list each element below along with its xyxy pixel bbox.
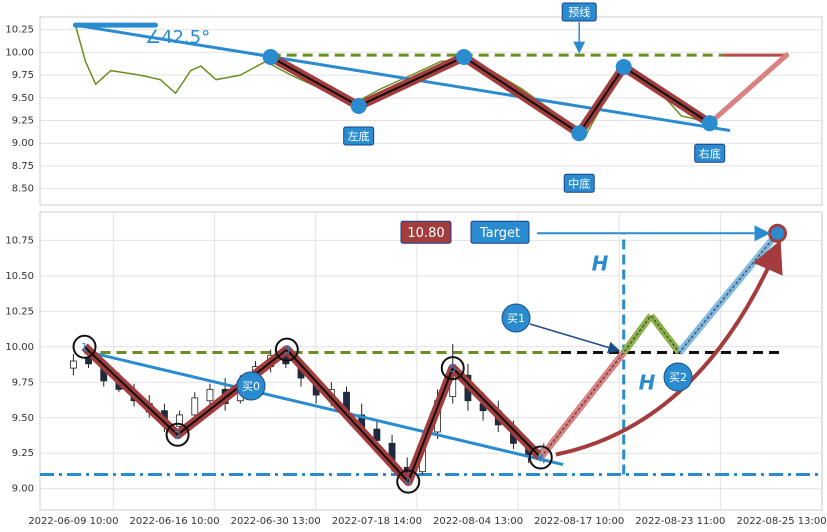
target-label: Target: [479, 226, 520, 241]
neckline-label: 预线: [568, 5, 590, 19]
buy-label: 买2: [669, 371, 687, 384]
pattern-line: [83, 346, 542, 484]
pivot-circle: [396, 469, 421, 494]
projection-core: [540, 232, 778, 458]
candle-body: [373, 428, 381, 441]
buy-label: 买0: [242, 380, 260, 393]
pivot-dot: [262, 48, 279, 65]
candle-body: [176, 414, 184, 427]
buy-label: 买1: [507, 312, 525, 325]
pivot-circle: [440, 356, 465, 381]
neckline-label-box: [561, 2, 597, 22]
angle-label: ∠42.5°: [145, 27, 210, 48]
y-tick-label: 9.25: [12, 116, 34, 127]
buy-badge: [663, 362, 693, 392]
pivot-label: 3: [283, 344, 290, 357]
x-tick-label: 2022-08-23 11:00: [635, 516, 725, 527]
pivot-label: 5: [449, 362, 456, 375]
y-tick-label: 10.00: [5, 342, 34, 353]
y-tick-label: 9.75: [12, 70, 34, 81]
projection: [707, 52, 790, 126]
pivot-dot: [350, 98, 367, 115]
y-tick-label: 9.00: [12, 484, 34, 495]
pivot-label: 6: [537, 451, 544, 464]
candle-body: [69, 360, 77, 369]
x-tick-label: 2022-07-18 14:00: [332, 516, 422, 527]
x-tick-label: 2022-06-09 10:00: [28, 516, 118, 527]
pivot-circle: [165, 422, 190, 447]
height-label: H: [592, 252, 609, 276]
bottom-label-box: [343, 126, 375, 146]
pivot-label: 2: [174, 429, 181, 442]
trendline: [75, 23, 731, 133]
y-tick-label: 9.50: [12, 413, 34, 424]
bottom-label: 中底: [568, 176, 590, 190]
x-tick-label: 2022-08-17 10:00: [534, 516, 624, 527]
target-point: [767, 223, 787, 243]
target-label-box: [470, 220, 530, 244]
bottom-label: 左底: [348, 129, 370, 143]
target-value-label-box: [400, 220, 452, 244]
bottom-label-box: [694, 143, 726, 163]
y-tick-label: 9.25: [12, 448, 34, 459]
x-tick-label: 2022-08-25 13:00: [736, 516, 826, 527]
x-tick-label: 2022-06-30 13:00: [231, 516, 321, 527]
x-tick-label: 2022-06-16 10:00: [129, 516, 219, 527]
candle-body: [206, 388, 214, 402]
pivot-dot: [615, 58, 632, 75]
y-tick-label: 9.00: [12, 138, 34, 149]
y-tick-label: 10.50: [5, 271, 34, 282]
bottom-label-box: [563, 173, 595, 193]
pivot-circle: [72, 334, 97, 359]
pivot-circle: [528, 445, 553, 470]
candle-body: [191, 397, 199, 416]
pivot-circle: [274, 337, 299, 362]
pivot-dot: [571, 125, 588, 142]
pivot-dot: [701, 115, 718, 132]
pivot-dot: [455, 48, 472, 65]
y-tick-label: 9.50: [12, 93, 34, 104]
y-tick-label: 10.25: [5, 25, 34, 36]
candle-body: [85, 357, 92, 365]
x-tick-label: 2022-08-04 13:00: [433, 516, 523, 527]
target-value-label: 10.80: [407, 226, 444, 241]
y-tick-label: 8.75: [12, 161, 34, 172]
trendline: [84, 349, 564, 467]
y-tick-label: 8.50: [12, 184, 34, 195]
height-label: H: [639, 371, 656, 395]
panel-frame: [39, 211, 823, 511]
y-tick-label: 10.75: [5, 235, 34, 246]
pivot-label: 1: [81, 341, 88, 354]
pivot-label: 4: [405, 476, 412, 489]
buy-pointer: [529, 323, 621, 354]
buy-badge: [501, 303, 531, 333]
bottom-label: 右底: [699, 146, 721, 160]
y-tick-label: 10.25: [5, 306, 34, 317]
y-tick-label: 9.75: [12, 377, 34, 388]
y-tick-label: 10.00: [5, 47, 34, 58]
pattern-line: [270, 55, 711, 135]
buy-badge: [236, 371, 266, 401]
